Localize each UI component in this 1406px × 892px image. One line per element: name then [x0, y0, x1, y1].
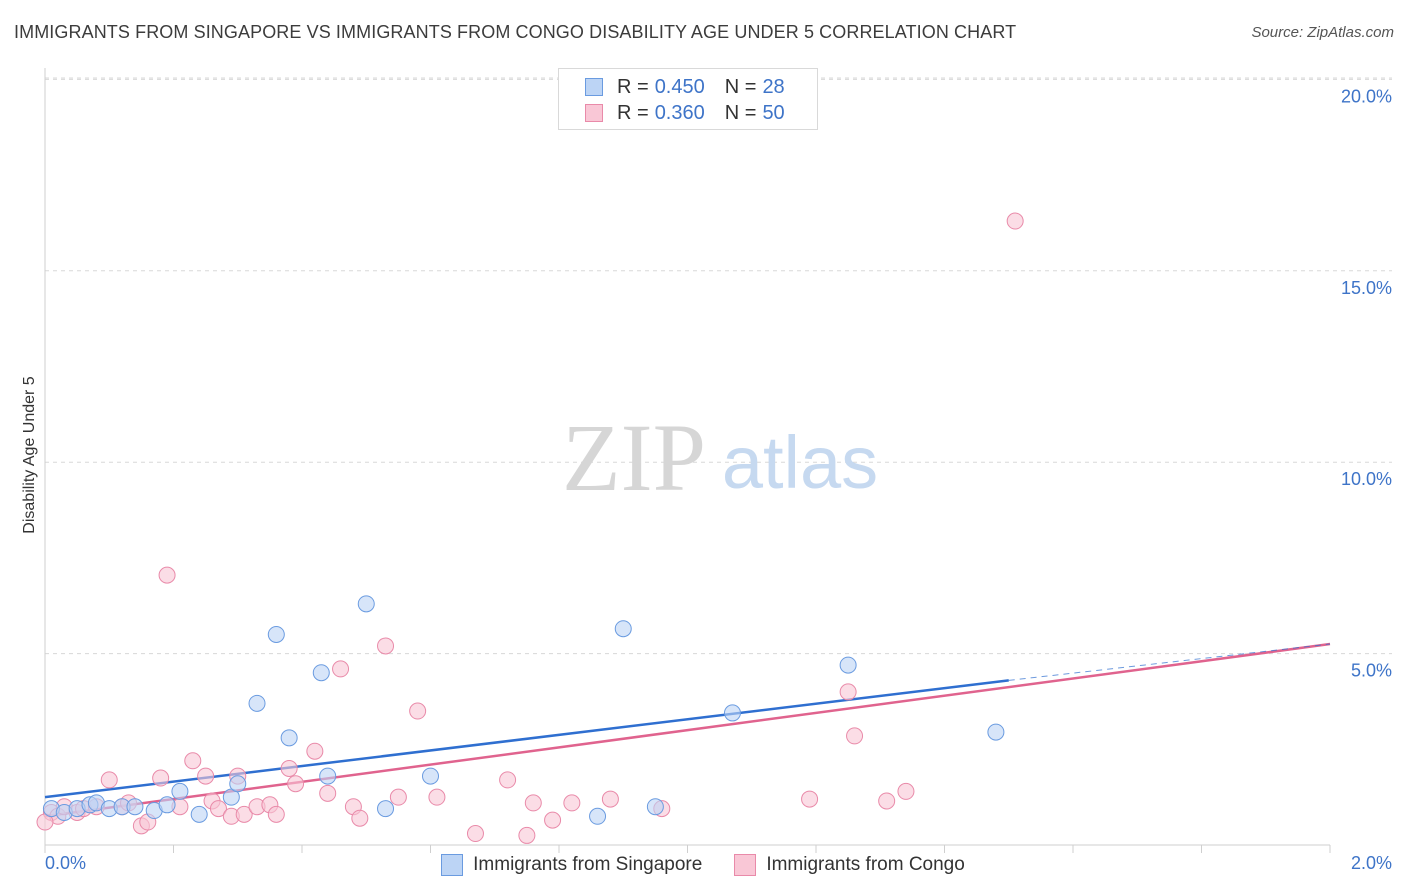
congo-point: [524, 794, 542, 812]
trend-line-singapore-extension: [1008, 643, 1331, 681]
congo-point: [332, 660, 350, 678]
singapore-point: [267, 625, 285, 643]
congo-point: [100, 771, 118, 789]
source-label: Source: ZipAtlas.com: [1251, 24, 1394, 41]
singapore-point: [987, 723, 1005, 741]
chart-title: IMMIGRANTS FROM SINGAPORE VS IMMIGRANTS …: [14, 22, 1017, 42]
singapore-point: [422, 767, 439, 785]
singapore-point: [646, 798, 664, 816]
congo-swatch: [585, 104, 603, 122]
congo-point: [897, 782, 915, 800]
legend-label-congo: Immigrants from Congo: [766, 854, 965, 875]
tick-labels: 5.0% 10.0% 15.0% 20.0% 0.0% 2.0%: [45, 86, 1392, 873]
x-tick-label: 2.0%: [1351, 853, 1392, 873]
r-label: R =: [617, 101, 649, 124]
congo-point: [1006, 212, 1024, 230]
congo-point: [197, 767, 215, 785]
watermark-zip: ZIP: [562, 404, 706, 511]
series-legend: Immigrants from Singapore Immigrants fro…: [0, 850, 1406, 880]
singapore-point: [589, 807, 607, 825]
n-value: 28: [762, 75, 785, 98]
congo-point: [518, 826, 536, 844]
y-tick-label: 10.0%: [1341, 469, 1392, 489]
correlation-legend: R = 0.450 N = 28 R = 0.360 N = 50: [558, 68, 818, 130]
y-tick-label: 5.0%: [1351, 661, 1392, 681]
singapore-point: [280, 729, 298, 747]
r-value: 0.450: [654, 75, 705, 98]
r-label: R =: [617, 75, 649, 98]
legend-item-congo[interactable]: Immigrants from Congo: [734, 854, 965, 876]
congo-point: [184, 752, 202, 770]
congo-swatch: [734, 854, 757, 876]
congo-point: [235, 805, 253, 823]
congo-point: [601, 790, 619, 808]
y-tick-label: 15.0%: [1341, 278, 1392, 298]
singapore-point: [126, 798, 144, 816]
series-congo-points: [36, 212, 1024, 844]
congo-point: [846, 727, 864, 745]
singapore-point: [248, 694, 266, 712]
singapore-point: [171, 782, 189, 800]
singapore-swatch: [441, 854, 464, 876]
trend-line-congo: [44, 642, 1331, 818]
x-tick-label: 0.0%: [45, 853, 86, 873]
legend-row-congo: R = 0.360 N = 50: [585, 100, 785, 126]
singapore-point: [190, 805, 208, 823]
congo-point: [280, 759, 298, 777]
singapore-point: [839, 656, 857, 674]
congo-point: [544, 811, 562, 829]
y-axis-label: Disability Age Under 5: [21, 376, 38, 534]
congo-point: [377, 637, 395, 655]
congo-point: [499, 771, 517, 789]
congo-point: [267, 805, 285, 823]
legend-row-singapore: R = 0.450 N = 28: [585, 74, 785, 100]
congo-point: [409, 702, 427, 720]
congo-point: [287, 775, 305, 793]
singapore-point: [377, 800, 395, 818]
legend-item-singapore[interactable]: Immigrants from Singapore: [441, 854, 702, 876]
r-value: 0.360: [654, 101, 705, 124]
n-value: 50: [762, 101, 785, 124]
singapore-point: [229, 775, 247, 793]
axes: [44, 68, 1331, 853]
congo-point: [801, 790, 819, 808]
congo-point: [152, 769, 170, 787]
series-singapore-points: [42, 595, 1005, 825]
singapore-point: [614, 620, 632, 638]
congo-point: [319, 784, 337, 802]
singapore-swatch: [585, 78, 603, 96]
singapore-point: [357, 595, 375, 613]
legend-label-singapore: Immigrants from Singapore: [473, 854, 703, 875]
n-label: N =: [724, 101, 757, 124]
singapore-point: [158, 796, 176, 814]
congo-point: [878, 792, 896, 810]
congo-point: [209, 800, 227, 818]
singapore-point: [723, 704, 741, 722]
watermark: ZIP atlas: [562, 404, 878, 511]
y-tick-label: 20.0%: [1341, 86, 1392, 106]
congo-point: [428, 788, 446, 806]
gridlines: [45, 77, 1392, 655]
congo-point: [563, 794, 581, 812]
congo-point: [839, 683, 857, 701]
congo-point: [351, 809, 369, 827]
congo-point: [158, 566, 176, 584]
singapore-point: [312, 664, 330, 682]
watermark-atlas: atlas: [722, 421, 878, 504]
congo-point: [389, 788, 407, 806]
n-label: N =: [724, 75, 757, 98]
singapore-point: [319, 767, 337, 785]
congo-point: [466, 825, 484, 843]
trend-line-singapore: [44, 679, 1009, 799]
congo-point: [306, 742, 324, 760]
